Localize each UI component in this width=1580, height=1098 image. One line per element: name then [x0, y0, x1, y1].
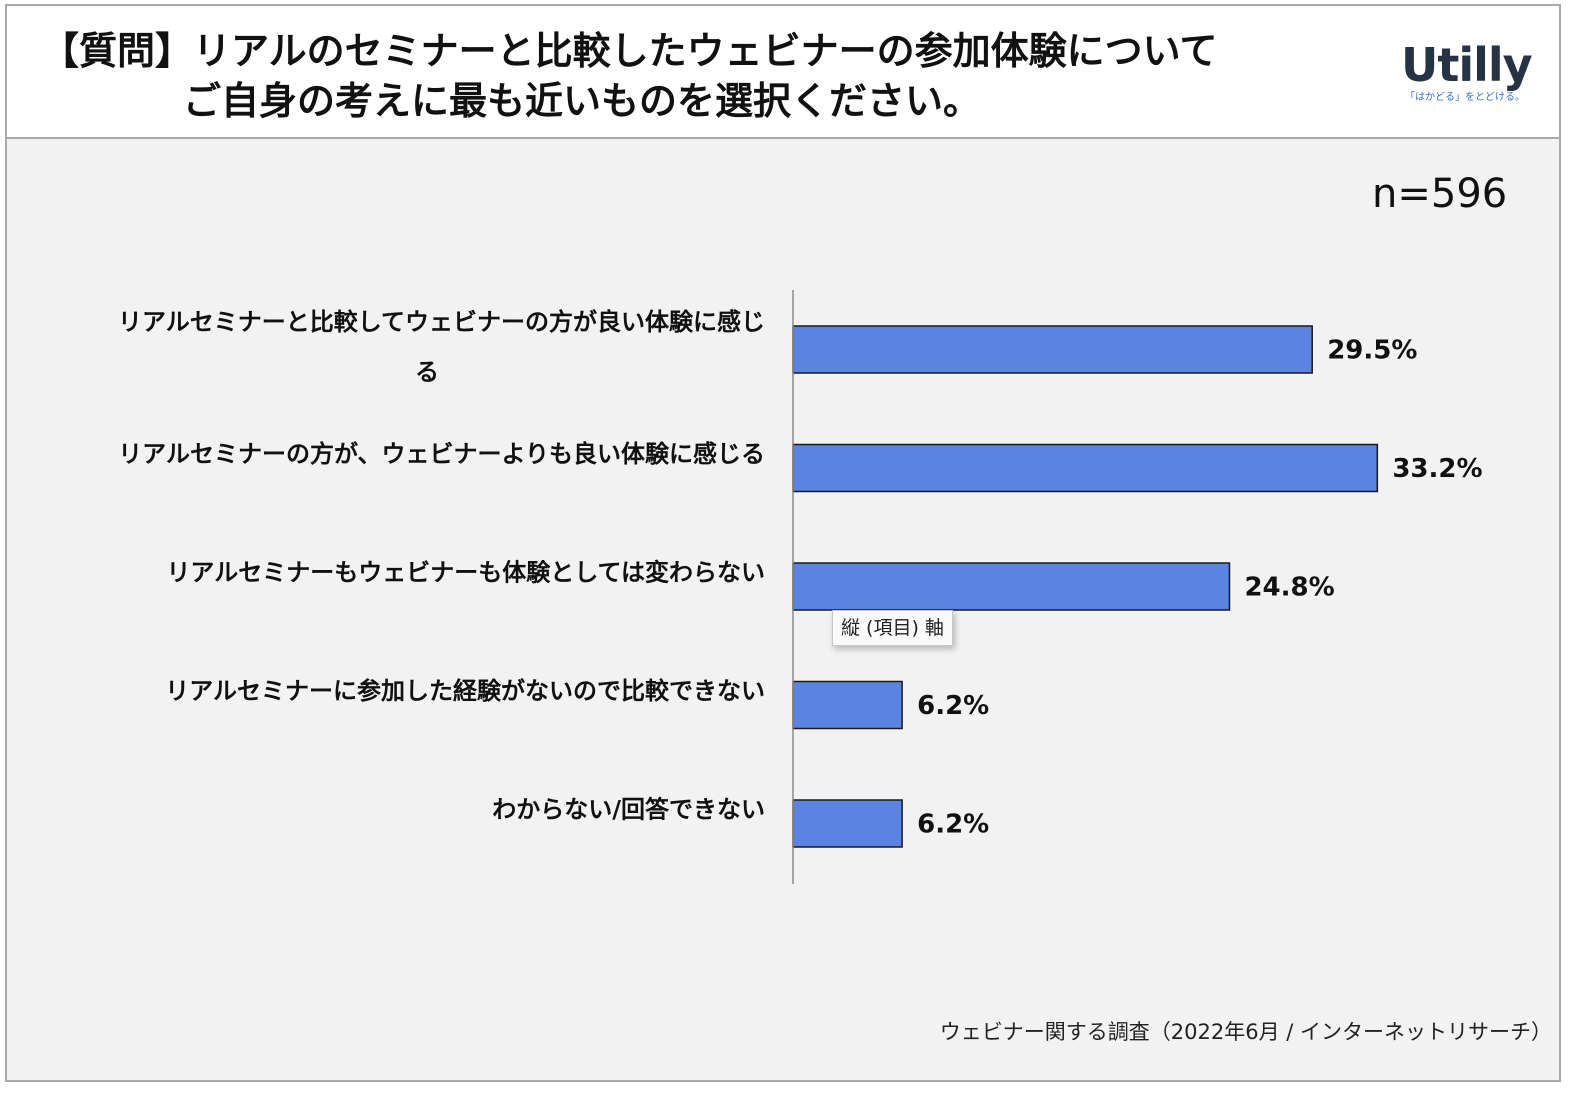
bar-2[interactable]	[792, 443, 1379, 493]
category-label-1-line-1: リアルセミナーと比較してウェビナーの方が良い体験に感じ	[118, 308, 765, 336]
category-label-1-line-2: る	[415, 358, 439, 386]
axis-tooltip: 縦 (項目) 軸	[832, 610, 953, 646]
category-label-5: わからない/回答できない	[492, 796, 765, 824]
category-label-4: リアルセミナーに参加した経験がないので比較できない	[165, 677, 765, 705]
bar-5[interactable]	[792, 799, 903, 848]
value-label-2: 33.2%	[1392, 454, 1482, 484]
header: 【質問】リアルのセミナーと比較したウェビナーの参加体験について ご自身の考えに最…	[7, 6, 1559, 139]
value-label-4: 6.2%	[917, 691, 989, 721]
question-title: 【質問】リアルのセミナーと比較したウェビナーの参加体験について ご自身の考えに最…	[41, 26, 1217, 126]
bar-3[interactable]	[792, 562, 1231, 611]
category-label-1: リアルセミナーと比較してウェビナーの方が良い体験に感じる	[118, 308, 765, 386]
logo-wordmark: Utilly	[1401, 38, 1533, 92]
source-note: ウェビナー関する調査（2022年6月 / インターネットリサーチ）	[939, 1020, 1552, 1044]
bar-4[interactable]	[792, 680, 903, 730]
logo-tagline: 「はかどる」をとどける。	[1405, 92, 1525, 103]
value-label-5: 6.2%	[917, 810, 989, 840]
value-label-1: 29.5%	[1327, 336, 1417, 366]
sample-size: n=596	[1372, 171, 1508, 217]
category-label-3: リアルセミナーもウェビナーも体験としては変わらない	[166, 559, 765, 587]
question-title-line-1: 【質問】リアルのセミナーと比較したウェビナーの参加体験について	[41, 29, 1218, 73]
bar-1[interactable]	[792, 325, 1313, 374]
value-label-3: 24.8%	[1244, 573, 1334, 603]
category-label-2: リアルセミナーの方が、ウェビナーよりも良い体験に感じる	[118, 440, 765, 468]
question-title-line-2: ご自身の考えに最も近いものを選択ください。	[183, 79, 982, 123]
utilly-logo: Utilly 「はかどる」をとどける。	[1401, 38, 1533, 108]
chart-frame: 【質問】リアルのセミナーと比較したウェビナーの参加体験について ご自身の考えに最…	[5, 4, 1561, 1082]
